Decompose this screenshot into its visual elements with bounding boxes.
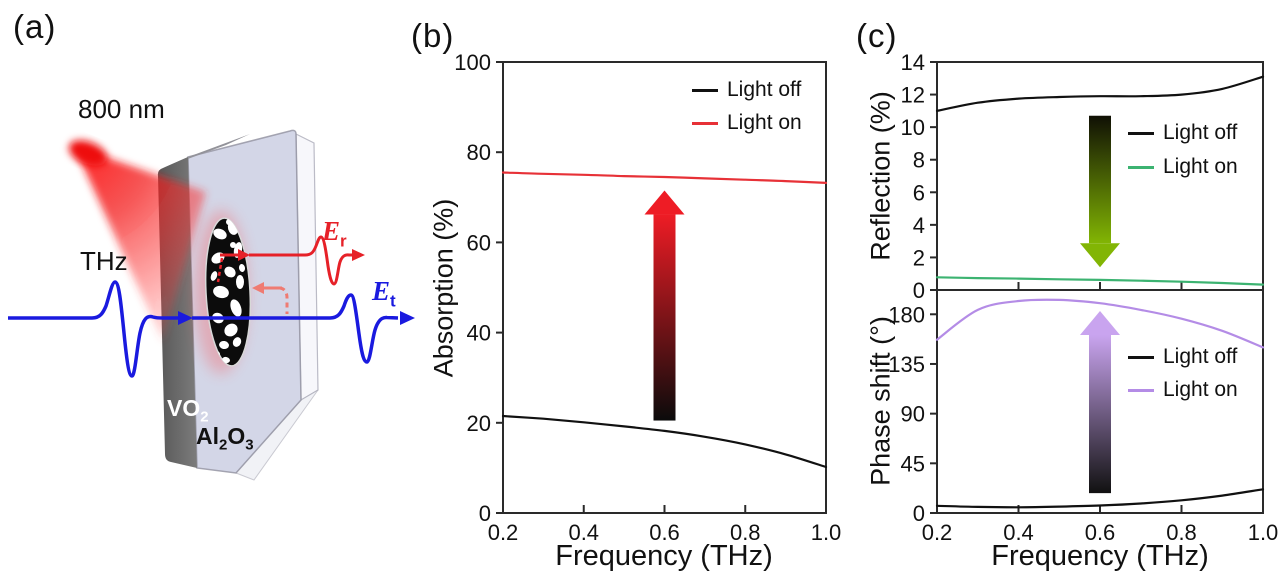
reflection-y-axis-label: Reflection (%): [865, 91, 896, 261]
y-tick-label: 2: [913, 245, 925, 270]
legend-label: Light off: [727, 78, 802, 101]
legend-line-swatch: [1128, 355, 1154, 359]
y-tick-label: 0: [913, 501, 925, 526]
pump-wavelength-label: 800 nm: [78, 94, 165, 124]
y-tick-label: 90: [901, 402, 925, 427]
y-tick-label: 12: [901, 83, 925, 108]
legend-item-reflection-light-on: Light on: [1128, 155, 1238, 178]
y-tick-label: 135: [888, 352, 925, 377]
legend-item-absorption-light-off: Light off: [692, 78, 802, 101]
x-tick-label: 0.6: [649, 520, 680, 545]
x-tick-label: 0.4: [568, 520, 599, 545]
thz-arrowheads: [178, 311, 415, 325]
x-tick-label: 1.0: [1248, 520, 1279, 545]
absorption-curve-light-on: [501, 171, 828, 184]
absorption-trend-arrow-head: [644, 190, 685, 215]
y-tick-label: 40: [467, 321, 491, 346]
panel-c-label: (c): [856, 17, 898, 54]
reflection-phase-charts: 0 2 4 6 8 10 12 14 0 45 90 135 180 0.2 0.4 0.6 0.8 1.0: [888, 50, 1279, 545]
x-tick-label: 0.6: [1085, 520, 1116, 545]
absorption-x-axis-label: Frequency (THz): [555, 540, 773, 572]
y-tick-label: 45: [901, 451, 925, 476]
y-tick-label: 10: [901, 115, 925, 140]
y-tick-label: 20: [467, 411, 491, 436]
legend-label: Light on: [727, 111, 802, 134]
x-tick-label: 1.0: [811, 520, 842, 545]
absorption-y-axis-label: Absorption (%): [428, 198, 459, 378]
phase_shift-trend-arrow-head: [1080, 310, 1120, 335]
frequency-x-axis-label: Frequency (THz): [991, 540, 1209, 572]
absorption-chart: 0 20 40 60 80 100 0.2 0.4 0.6 0.8 1.0: [454, 50, 841, 545]
y-tick-label: 14: [901, 50, 925, 75]
legend-line-swatch: [692, 88, 718, 92]
y-tick-label: 80: [467, 140, 491, 165]
al2o3-label: Al2O3: [196, 423, 254, 454]
legend-line-swatch: [1128, 131, 1154, 135]
reflected-pulse-path: [216, 235, 352, 286]
echo-pulse-path: [262, 286, 289, 314]
vo2-label: VO2: [167, 395, 209, 426]
x-tick-label: 0.2: [488, 520, 519, 545]
legend-line-swatch: [1128, 165, 1154, 169]
et-field-label: Et: [372, 276, 396, 311]
legend-label: Light off: [1163, 345, 1238, 368]
absorption-curve-light-off: [501, 414, 828, 469]
legend-label: Light on: [1163, 155, 1238, 178]
er-field-label: Er: [322, 216, 347, 251]
reflection-trend-arrow-shaft: [1089, 115, 1111, 244]
phase-y-axis-label: Phase shift (°): [865, 316, 896, 486]
thz-pulse-path: [8, 280, 399, 378]
y-tick-label: 6: [913, 180, 925, 205]
y-tick-label: 180: [888, 302, 925, 327]
x-tick-label: 0.8: [1166, 520, 1197, 545]
legend-item-phase-light-on: Light on: [1128, 378, 1238, 401]
x-tick-label: 0.4: [1003, 520, 1034, 545]
thz-label: THz: [80, 246, 128, 276]
legend-item-phase-light-off: Light off: [1128, 345, 1238, 368]
absorption-trend-arrow-shaft: [653, 214, 676, 421]
y-tick-label: 8: [913, 148, 925, 173]
y-tick-label: 0: [913, 278, 925, 303]
y-tick-label: 100: [454, 50, 491, 75]
sample-schematic: [8, 129, 415, 481]
legend-item-reflection-light-off: Light off: [1128, 121, 1238, 144]
panel-b-label: (b): [411, 17, 455, 54]
phase_shift-curve-light-on: [935, 298, 1265, 349]
legend-label: Light on: [1163, 378, 1238, 401]
legend-line-swatch: [692, 121, 718, 125]
legend-label: Light off: [1163, 121, 1238, 144]
legend-line-swatch: [1128, 388, 1154, 392]
absorption-plot: 0 20 40 60 80 100 0.2 0.4 0.6 0.8 1.0: [454, 50, 841, 545]
echo-arrowhead: [252, 282, 264, 294]
reflection-curve-light-on: [935, 276, 1265, 286]
x-tick-label: 0.8: [730, 520, 761, 545]
phase_shift-curve-light-off: [935, 488, 1265, 509]
reflection-trend-arrow-head: [1080, 243, 1120, 268]
reflection-curve-light-off: [935, 75, 1265, 112]
vo2-percolation-pattern: [204, 217, 252, 367]
y-tick-label: 0: [479, 501, 491, 526]
phase_shift-plot: 0 45 90 135 180 0.2 0.4 0.6 0.8 1.0: [888, 289, 1279, 545]
y-tick-label: 60: [467, 230, 491, 255]
reflected-arrowheads: [238, 249, 365, 261]
y-tick-label: 4: [913, 213, 925, 238]
phase_shift-trend-arrow-shaft: [1089, 334, 1111, 494]
legend-item-absorption-light-on: Light on: [692, 111, 802, 134]
panel-a-label: (a): [13, 8, 57, 45]
x-tick-label: 0.2: [922, 520, 953, 545]
reflection-plot: 0 2 4 6 8 10 12 14: [901, 50, 1265, 303]
